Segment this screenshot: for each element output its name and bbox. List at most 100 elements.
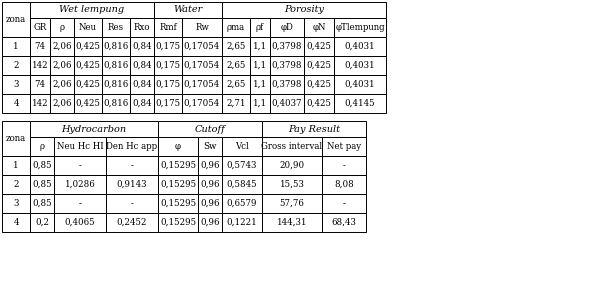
Bar [130, 18, 154, 37]
Bar [304, 56, 334, 75]
Text: 0,17054: 0,17054 [184, 80, 220, 89]
Text: -: - [342, 199, 345, 208]
Text: Gross interval: Gross interval [261, 142, 323, 151]
Text: 20,90: 20,90 [280, 161, 305, 170]
Text: -: - [131, 199, 133, 208]
Bar [30, 75, 50, 94]
Text: 0,175: 0,175 [156, 80, 181, 89]
Bar [30, 213, 54, 232]
Text: Rmf: Rmf [159, 23, 177, 32]
Bar [30, 37, 50, 56]
Bar [154, 37, 182, 56]
Text: 0,816: 0,816 [103, 99, 129, 108]
Bar [250, 56, 270, 75]
Text: Den Hc app: Den Hc app [106, 142, 157, 151]
Bar [322, 137, 366, 156]
Text: 0,5845: 0,5845 [227, 180, 257, 189]
Bar [102, 18, 130, 37]
Bar [130, 94, 154, 113]
Text: 0,175: 0,175 [156, 42, 181, 51]
Bar [250, 94, 270, 113]
Bar [222, 2, 386, 18]
Bar [2, 156, 30, 175]
Bar [102, 56, 130, 75]
Bar [158, 194, 198, 213]
Text: 0,175: 0,175 [156, 61, 181, 70]
Text: 2,65: 2,65 [226, 61, 246, 70]
Bar [250, 37, 270, 56]
Bar [74, 94, 102, 113]
Text: 144,31: 144,31 [277, 218, 307, 227]
Text: 0,425: 0,425 [306, 42, 331, 51]
Bar [222, 37, 250, 56]
Bar [50, 37, 74, 56]
Bar [50, 18, 74, 37]
Text: Hydrocarbon: Hydrocarbon [61, 124, 126, 134]
Text: 0,4031: 0,4031 [345, 42, 375, 51]
Text: 68,43: 68,43 [331, 218, 356, 227]
Bar [74, 56, 102, 75]
Text: ρ: ρ [40, 142, 44, 151]
Text: 1,1: 1,1 [253, 42, 267, 51]
Text: 0,15295: 0,15295 [160, 180, 196, 189]
Bar [222, 175, 262, 194]
Text: Pay Result: Pay Result [288, 124, 340, 134]
Text: 1: 1 [13, 161, 19, 170]
Bar [262, 156, 322, 175]
Text: 3: 3 [13, 80, 19, 89]
Text: Wet lempung: Wet lempung [60, 5, 125, 15]
Bar [74, 37, 102, 56]
Bar [158, 175, 198, 194]
Bar [102, 75, 130, 94]
Bar [322, 194, 366, 213]
Text: 0,1221: 0,1221 [227, 218, 257, 227]
Text: 0,15295: 0,15295 [160, 218, 196, 227]
Text: 0,17054: 0,17054 [184, 42, 220, 51]
Bar [30, 137, 54, 156]
Text: 4: 4 [13, 99, 19, 108]
Bar [250, 18, 270, 37]
Bar [198, 137, 222, 156]
Text: -: - [78, 199, 81, 208]
Text: 0,4145: 0,4145 [345, 99, 375, 108]
Bar [334, 56, 386, 75]
Bar [270, 56, 304, 75]
Text: 0,816: 0,816 [103, 80, 129, 89]
Bar [30, 121, 158, 137]
Text: 0,15295: 0,15295 [160, 161, 196, 170]
Bar [158, 121, 262, 137]
Bar [222, 213, 262, 232]
Text: Neu Hc HI: Neu Hc HI [57, 142, 103, 151]
Text: 0,85: 0,85 [32, 180, 52, 189]
Bar [182, 94, 222, 113]
Text: 2,71: 2,71 [226, 99, 246, 108]
Bar [322, 175, 366, 194]
Text: Neu: Neu [79, 23, 97, 32]
Text: GR: GR [33, 23, 47, 32]
Bar [198, 213, 222, 232]
Bar [222, 94, 250, 113]
Bar [2, 194, 30, 213]
Text: 2,65: 2,65 [226, 80, 246, 89]
Text: 0,3798: 0,3798 [272, 61, 302, 70]
Bar [54, 137, 106, 156]
Bar [54, 156, 106, 175]
Bar [2, 213, 30, 232]
Text: ρf: ρf [256, 23, 264, 32]
Text: zona: zona [6, 134, 26, 143]
Bar [102, 37, 130, 56]
Bar [270, 37, 304, 56]
Bar [2, 37, 30, 56]
Bar [154, 2, 222, 18]
Bar [106, 194, 158, 213]
Bar [304, 37, 334, 56]
Text: 0,425: 0,425 [306, 80, 331, 89]
Text: 4: 4 [13, 218, 19, 227]
Bar [2, 75, 30, 94]
Text: Net pay: Net pay [327, 142, 361, 151]
Text: 0,425: 0,425 [75, 42, 100, 51]
Bar [106, 213, 158, 232]
Text: Sw: Sw [203, 142, 216, 151]
Text: 2: 2 [13, 61, 19, 70]
Bar [2, 175, 30, 194]
